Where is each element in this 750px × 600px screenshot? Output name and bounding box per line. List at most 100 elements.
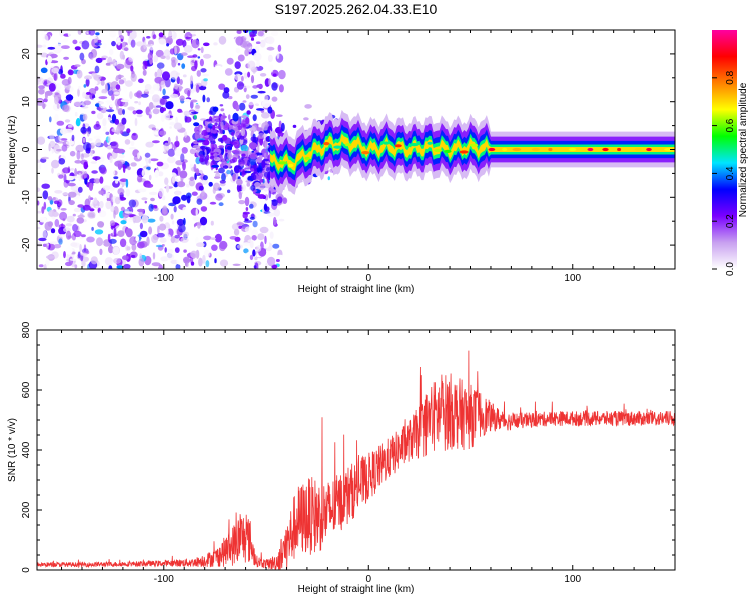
spectrogram-speckle bbox=[193, 122, 200, 127]
spectrogram-speckle bbox=[199, 125, 202, 133]
spectrogram-speckle bbox=[43, 263, 47, 269]
spectrogram-speckle bbox=[208, 133, 214, 143]
spectrogram-speckle bbox=[43, 179, 49, 183]
spectrogram-tone-peak bbox=[617, 147, 622, 152]
spectrogram-speckle bbox=[171, 220, 175, 225]
spectrogram-speckle bbox=[58, 134, 62, 142]
spectrogram-speckle bbox=[182, 231, 189, 238]
spectrogram-speckle bbox=[189, 176, 195, 181]
spectrogram-speckle bbox=[266, 212, 275, 217]
spectrogram-speckle bbox=[226, 158, 229, 162]
spectrogram-speckle bbox=[77, 204, 84, 208]
spectrogram-speckle bbox=[113, 210, 116, 219]
spectrogram-speckle bbox=[77, 199, 83, 203]
spectrogram-speckle bbox=[250, 168, 255, 172]
spectrogram-speckle bbox=[148, 111, 153, 115]
spectrogram-speckle bbox=[122, 100, 129, 107]
spectrogram-speckle bbox=[304, 104, 312, 109]
spectrogram-speckle bbox=[37, 210, 42, 214]
spectrogram-speckle bbox=[187, 89, 191, 97]
spectrogram-speckle bbox=[236, 81, 244, 90]
spectrogram-speckle bbox=[186, 261, 189, 267]
y-tick-label: 800 bbox=[21, 321, 32, 338]
spectrogram-speckle bbox=[238, 225, 242, 229]
spectrogram-speckle bbox=[82, 204, 91, 211]
spectrogram-speckle bbox=[240, 128, 246, 137]
spectrogram-speckle bbox=[141, 93, 149, 98]
spectrogram-speckle bbox=[116, 37, 121, 46]
spectrogram-speckle bbox=[42, 34, 49, 44]
spectrogram-speckle bbox=[100, 92, 107, 96]
spectrogram-speckle bbox=[120, 99, 130, 103]
colorbar-gradient bbox=[712, 30, 737, 269]
spectrogram-speckle bbox=[281, 122, 285, 132]
spectrogram-speckle bbox=[191, 111, 199, 115]
spectrogram-speckle bbox=[196, 198, 203, 205]
snr-x-ticks: -100 0 100 bbox=[61, 330, 676, 585]
spectrogram-speckle bbox=[198, 158, 205, 163]
spectrogram-speckle bbox=[111, 87, 116, 92]
spectrogram-speckle bbox=[82, 137, 86, 143]
spectrogram-speckle bbox=[84, 177, 88, 185]
spectrogram-speckle bbox=[106, 109, 115, 113]
spectrogram-speckle bbox=[136, 41, 144, 47]
spectrogram-speckle bbox=[144, 200, 147, 204]
spectrogram-speckle bbox=[246, 182, 251, 187]
spectrogram-speckle bbox=[117, 108, 124, 116]
spectrogram-speckle bbox=[51, 67, 60, 74]
spectrogram-speckle bbox=[261, 99, 271, 108]
spectrogram-speckle bbox=[150, 197, 155, 202]
spectrogram-speckle bbox=[91, 226, 94, 231]
y-tick-label: 200 bbox=[21, 501, 32, 518]
spectrogram-speckle bbox=[108, 238, 117, 244]
spectrogram-speckle bbox=[92, 156, 101, 161]
spectrogram-speckle bbox=[267, 54, 273, 63]
spectrogram-speckle bbox=[205, 118, 212, 122]
spectrogram-speckle bbox=[116, 265, 124, 269]
spectrogram-speckle bbox=[49, 116, 52, 123]
colorbar-tick-label: 0.6 bbox=[725, 118, 736, 132]
spectrogram-speckle bbox=[156, 222, 160, 226]
spectrogram-speckle bbox=[234, 73, 242, 81]
spectrogram-tone-peak bbox=[394, 144, 402, 148]
spectrogram-speckle bbox=[79, 109, 86, 115]
spectrogram-speckle bbox=[236, 30, 242, 34]
spectrogram-speckle bbox=[222, 158, 225, 162]
spectrogram-speckle bbox=[188, 159, 196, 165]
spectrogram-speckle bbox=[264, 152, 267, 158]
spectrogram-speckle bbox=[203, 78, 208, 82]
spectrogram-speckle bbox=[89, 208, 95, 212]
spectrogram-speckle bbox=[148, 113, 152, 119]
spectrogram-speckle bbox=[125, 188, 131, 197]
spectrogram-speckle bbox=[58, 238, 63, 245]
spectrogram-speckle bbox=[181, 194, 188, 201]
spectrogram-speckle bbox=[63, 251, 66, 259]
spectrogram-speckle bbox=[229, 159, 236, 164]
spectrogram-speckle bbox=[251, 235, 257, 241]
spectrogram-speckle bbox=[138, 257, 145, 267]
spectrogram-speckle bbox=[226, 169, 231, 175]
spectrogram-speckle bbox=[118, 154, 125, 159]
spectrogram-tone-layer bbox=[270, 129, 675, 175]
spectrogram-speckle bbox=[65, 246, 73, 255]
spectrogram-speckle bbox=[94, 42, 102, 46]
spectrogram-speckle bbox=[253, 182, 261, 188]
spectrogram-speckle bbox=[195, 236, 199, 245]
spectrogram-speckle bbox=[148, 174, 152, 181]
spectrogram-speckle bbox=[60, 138, 68, 141]
spectrogram-speckle bbox=[229, 141, 238, 145]
spectrogram-speckle bbox=[210, 230, 214, 234]
spectrogram-speckle bbox=[110, 205, 115, 213]
spectrogram-speckle bbox=[38, 237, 47, 242]
spectrogram-speckle bbox=[220, 108, 225, 112]
spectrogram-speckle bbox=[66, 215, 75, 223]
spectrogram-speckle bbox=[74, 46, 81, 51]
spectrogram-speckle bbox=[180, 177, 184, 186]
colorbar-label: Normalized spectral amplitude bbox=[738, 82, 749, 217]
spectrogram-speckle bbox=[256, 108, 265, 111]
spectrogram-speckle bbox=[149, 158, 159, 162]
spectrogram-speckle bbox=[218, 83, 226, 90]
spectrogram-speckle bbox=[37, 241, 42, 248]
spectrogram-speckle bbox=[98, 100, 108, 109]
